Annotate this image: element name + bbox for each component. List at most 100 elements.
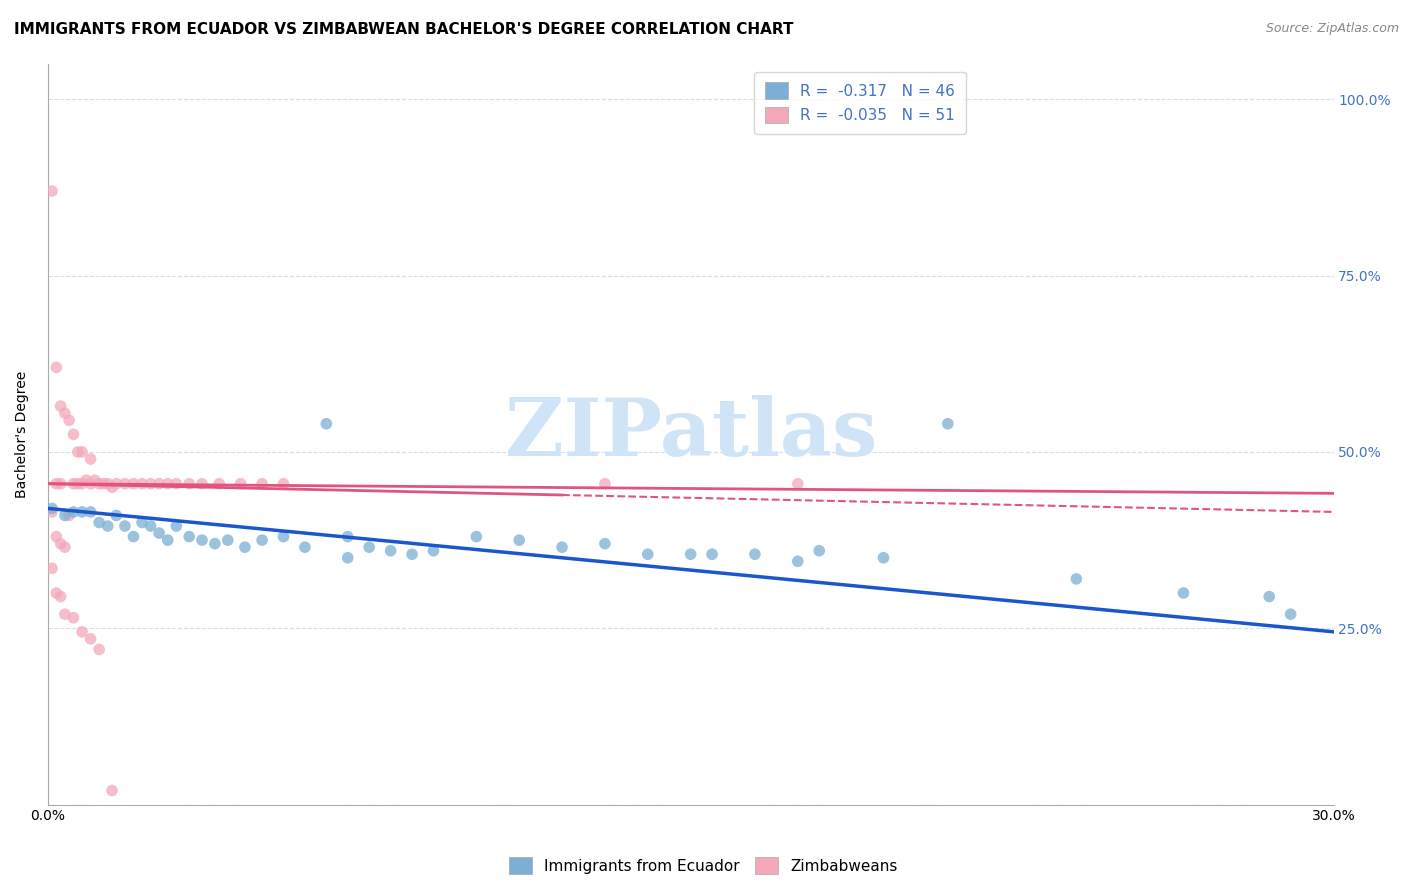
- Point: [637, 547, 659, 561]
- Point: [41, 561, 63, 575]
- Point: [49, 590, 72, 604]
- Point: [66, 445, 89, 459]
- Point: [45, 530, 67, 544]
- Point: [359, 540, 381, 554]
- Point: [165, 519, 187, 533]
- Point: [139, 476, 162, 491]
- Point: [89, 516, 111, 530]
- Point: [679, 547, 702, 561]
- Point: [294, 540, 316, 554]
- Point: [250, 533, 273, 548]
- Point: [786, 554, 808, 568]
- Point: [179, 476, 201, 491]
- Point: [53, 406, 76, 420]
- Point: [315, 417, 337, 431]
- Point: [122, 476, 145, 491]
- Point: [551, 540, 574, 554]
- Point: [79, 505, 101, 519]
- Point: [131, 516, 153, 530]
- Point: [700, 547, 723, 561]
- Point: [208, 476, 231, 491]
- Point: [97, 519, 120, 533]
- Point: [53, 508, 76, 523]
- Point: [250, 476, 273, 491]
- Point: [58, 508, 80, 523]
- Point: [229, 476, 252, 491]
- Y-axis label: Bachelor's Degree: Bachelor's Degree: [15, 371, 30, 498]
- Point: [179, 530, 201, 544]
- Point: [593, 476, 616, 491]
- Point: [131, 476, 153, 491]
- Point: [70, 505, 93, 519]
- Point: [273, 476, 295, 491]
- Point: [422, 543, 444, 558]
- Point: [148, 526, 170, 541]
- Point: [62, 611, 84, 625]
- Point: [83, 473, 105, 487]
- Point: [233, 540, 256, 554]
- Point: [273, 530, 295, 544]
- Point: [70, 476, 93, 491]
- Point: [122, 530, 145, 544]
- Point: [114, 476, 136, 491]
- Point: [41, 501, 63, 516]
- Point: [401, 547, 423, 561]
- Point: [105, 476, 128, 491]
- Point: [217, 533, 239, 548]
- Point: [101, 783, 124, 797]
- Point: [93, 476, 115, 491]
- Point: [336, 530, 359, 544]
- Point: [148, 476, 170, 491]
- Legend: R =  -0.317   N = 46, R =  -0.035   N = 51: R = -0.317 N = 46, R = -0.035 N = 51: [755, 71, 966, 134]
- Point: [105, 508, 128, 523]
- Point: [1173, 586, 1195, 600]
- Point: [380, 543, 402, 558]
- Point: [89, 642, 111, 657]
- Text: ZIPatlas: ZIPatlas: [505, 395, 877, 474]
- Point: [786, 476, 808, 491]
- Point: [156, 533, 179, 548]
- Point: [191, 476, 214, 491]
- Point: [744, 547, 766, 561]
- Point: [139, 519, 162, 533]
- Legend: Immigrants from Ecuador, Zimbabweans: Immigrants from Ecuador, Zimbabweans: [502, 851, 904, 880]
- Point: [872, 550, 894, 565]
- Point: [101, 480, 124, 494]
- Point: [41, 505, 63, 519]
- Point: [45, 476, 67, 491]
- Point: [336, 550, 359, 565]
- Point: [49, 536, 72, 550]
- Point: [204, 536, 226, 550]
- Point: [593, 536, 616, 550]
- Point: [62, 505, 84, 519]
- Point: [114, 519, 136, 533]
- Point: [75, 473, 97, 487]
- Point: [191, 533, 214, 548]
- Text: Source: ZipAtlas.com: Source: ZipAtlas.com: [1265, 22, 1399, 36]
- Point: [508, 533, 530, 548]
- Point: [79, 632, 101, 646]
- Point: [79, 452, 101, 467]
- Point: [1258, 590, 1281, 604]
- Point: [808, 543, 831, 558]
- Point: [53, 540, 76, 554]
- Point: [1279, 607, 1302, 622]
- Point: [79, 476, 101, 491]
- Point: [156, 476, 179, 491]
- Point: [70, 624, 93, 639]
- Point: [70, 445, 93, 459]
- Point: [62, 476, 84, 491]
- Point: [165, 476, 187, 491]
- Text: IMMIGRANTS FROM ECUADOR VS ZIMBABWEAN BACHELOR'S DEGREE CORRELATION CHART: IMMIGRANTS FROM ECUADOR VS ZIMBABWEAN BA…: [14, 22, 793, 37]
- Point: [97, 476, 120, 491]
- Point: [45, 360, 67, 375]
- Point: [45, 586, 67, 600]
- Point: [936, 417, 959, 431]
- Point: [49, 476, 72, 491]
- Point: [49, 399, 72, 413]
- Point: [41, 184, 63, 198]
- Point: [89, 476, 111, 491]
- Point: [53, 607, 76, 622]
- Point: [465, 530, 488, 544]
- Point: [1066, 572, 1088, 586]
